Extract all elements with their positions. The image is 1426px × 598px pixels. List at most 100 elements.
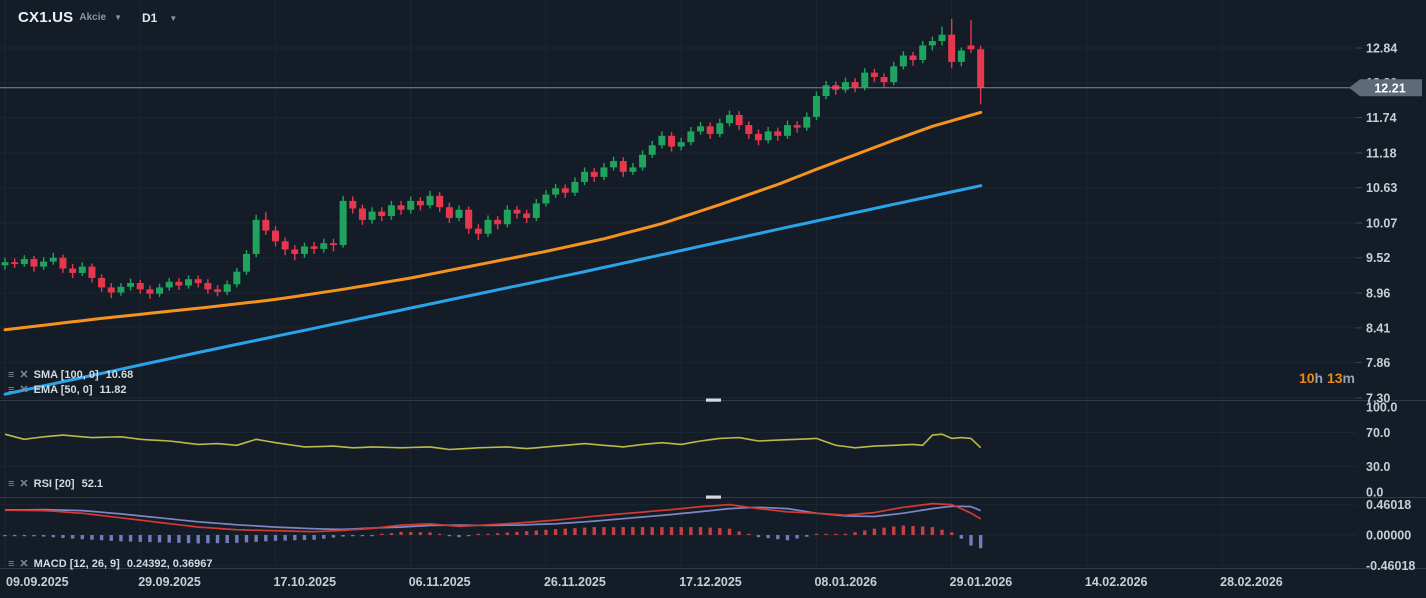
candle-body <box>474 228 482 234</box>
current-price-badge: 12.21 <box>1349 79 1422 97</box>
price-tick-label: 10.07 <box>1366 217 1397 231</box>
candle-body <box>745 125 753 134</box>
macd-histogram-bar <box>264 535 268 542</box>
rsi-tick-label: 0.0 <box>1366 486 1383 500</box>
price-tick-label: 12.84 <box>1366 42 1397 56</box>
candle-body <box>590 171 598 177</box>
price-tick-label: 8.96 <box>1366 287 1390 301</box>
instrument-type-label: Akcie <box>79 12 107 23</box>
macd-histogram-bar <box>61 535 65 538</box>
candle-body <box>107 287 115 293</box>
chevron-down-icon[interactable]: ▼ <box>169 13 178 23</box>
macd-histogram-bar <box>776 535 780 540</box>
time-axis[interactable]: 09.09.2025 29.09.2025 17.10.2025 06.11.2025… <box>6 575 1283 589</box>
chevron-down-icon[interactable]: ▼ <box>114 13 122 22</box>
candle-body <box>20 259 28 265</box>
macd-histogram-bar <box>698 527 703 535</box>
indicator-remove-icon[interactable]: ✕ <box>19 558 29 570</box>
macd-tick-label: 0.00000 <box>1366 529 1411 543</box>
macd-histogram-bar <box>476 533 481 535</box>
macd-histogram-bar <box>892 526 896 535</box>
indicator-remove-icon[interactable]: ✕ <box>19 369 29 381</box>
macd-histogram-bar <box>515 531 519 535</box>
macd-histogram-bar <box>621 527 625 535</box>
macd-histogram-bar <box>660 527 664 535</box>
macd-histogram-bar <box>611 527 616 535</box>
macd-histogram-bar <box>370 535 374 537</box>
candle-body <box>957 50 965 62</box>
rsi-tick-label: 100.0 <box>1366 401 1397 415</box>
macd-histogram-bar <box>824 533 828 535</box>
macd-histogram-bar <box>138 535 142 542</box>
candle-body <box>387 205 395 217</box>
countdown-hours-unit: h <box>1314 370 1324 386</box>
candle-body <box>774 131 782 136</box>
macd-histogram-bar <box>640 527 645 535</box>
macd-pane[interactable] <box>3 502 983 549</box>
candle-body <box>165 281 173 288</box>
candle-body <box>542 194 550 204</box>
candle-body <box>349 200 357 209</box>
price-tick-label: 8.41 <box>1366 321 1390 335</box>
pane-resize-handle[interactable] <box>706 398 721 402</box>
candle-body <box>552 188 560 195</box>
candle-body <box>194 279 202 284</box>
macd-histogram-bar <box>650 527 654 535</box>
legend-rsi: ≡ ✕ RSI [20] 52.1 <box>8 477 103 491</box>
macd-histogram-bar <box>669 527 674 535</box>
legend-ema: ≡ ✕ EMA [50, 0] 11.82 <box>8 383 126 397</box>
date-tick-label: 17.12.2025 <box>679 575 742 589</box>
candle-body <box>503 209 511 225</box>
macd-histogram-bar <box>380 533 384 535</box>
date-tick-label: 28.02.2026 <box>1220 575 1283 589</box>
macd-histogram-bar <box>814 533 819 535</box>
indicator-settings-icon[interactable]: ≡ <box>8 384 15 396</box>
indicator-settings-icon[interactable]: ≡ <box>8 369 15 381</box>
legend-macd-value: 0.24392, 0.36967 <box>126 558 213 570</box>
candle-body <box>445 207 453 218</box>
candle-body <box>890 66 898 83</box>
candle-body <box>339 200 347 246</box>
indicator-remove-icon[interactable]: ✕ <box>19 384 29 396</box>
price-tick-label: 7.30 <box>1366 392 1390 406</box>
indicator-remove-icon[interactable]: ✕ <box>19 478 29 490</box>
date-tick-label: 08.01.2026 <box>814 575 877 589</box>
candle-body <box>716 123 724 134</box>
countdown-hours: 10 <box>1298 370 1315 386</box>
symbol-selector[interactable]: CX1.US Akcie ▼ <box>18 9 122 26</box>
indicator-settings-icon[interactable]: ≡ <box>8 558 15 570</box>
macd-histogram-bar <box>959 535 964 539</box>
date-tick-label: 29.01.2026 <box>950 575 1013 589</box>
macd-histogram-bar <box>727 528 732 535</box>
macd-histogram-bar <box>872 528 877 535</box>
legend-macd-label: MACD [12, 26, 9] <box>33 558 120 570</box>
price-axis[interactable]: 12.8412.2911.7411.1810.6310.079.528.968.… <box>1349 42 1422 573</box>
macd-histogram-bar <box>80 535 84 540</box>
candle-body <box>919 45 927 61</box>
price-tick-label: 7.86 <box>1366 356 1390 370</box>
candle-body <box>88 266 96 278</box>
macd-histogram-bar <box>505 532 510 535</box>
candle-body <box>233 271 241 285</box>
indicator-settings-icon[interactable]: ≡ <box>8 478 15 490</box>
rsi-line <box>4 433 982 451</box>
candle-body <box>185 279 193 286</box>
pane-resize-handle[interactable] <box>706 495 721 499</box>
price-pane[interactable] <box>0 18 1350 396</box>
rsi-pane[interactable] <box>4 433 982 451</box>
candle-countdown: 10h 13m <box>1299 370 1355 386</box>
timeframe-selector[interactable]: D1 ▼ <box>142 11 177 25</box>
candle-body <box>416 200 424 206</box>
candle-body <box>252 219 260 254</box>
candle-body <box>310 246 318 249</box>
candle-body <box>78 266 86 273</box>
price-tick-label: 10.63 <box>1366 181 1397 195</box>
date-tick-label: 26.11.2025 <box>544 575 606 589</box>
candle-body <box>426 195 434 206</box>
date-tick-label: 06.11.2025 <box>409 575 471 589</box>
macd-histogram-bar <box>244 535 249 543</box>
macd-histogram-bar <box>409 532 413 535</box>
candle-body <box>754 133 762 141</box>
candle-body <box>40 261 48 267</box>
